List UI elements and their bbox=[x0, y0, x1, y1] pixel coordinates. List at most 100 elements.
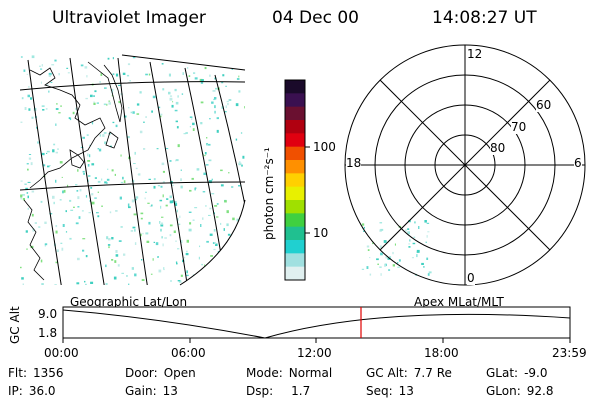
x-tick-0600: 06:00 bbox=[171, 346, 206, 360]
speckle bbox=[106, 178, 110, 181]
speckle bbox=[174, 201, 177, 203]
speckle bbox=[408, 243, 410, 245]
speckle bbox=[242, 155, 245, 159]
speckle bbox=[215, 87, 218, 90]
speckle bbox=[136, 113, 140, 115]
speckle bbox=[239, 161, 241, 164]
speckle bbox=[385, 256, 388, 259]
speckle bbox=[94, 90, 97, 93]
speckle bbox=[128, 283, 130, 285]
speckle bbox=[409, 239, 411, 242]
speckle bbox=[206, 144, 209, 146]
speckle bbox=[205, 164, 209, 166]
speckle bbox=[148, 178, 151, 180]
speckle bbox=[214, 205, 218, 207]
speckle bbox=[174, 109, 178, 112]
colorbar-band bbox=[285, 213, 305, 228]
speckle bbox=[183, 133, 187, 135]
speckle bbox=[407, 231, 410, 235]
speckle bbox=[32, 228, 35, 232]
speckle bbox=[211, 178, 213, 181]
speckle bbox=[134, 151, 136, 155]
speckle bbox=[423, 266, 425, 268]
speckle bbox=[238, 75, 240, 78]
speckle bbox=[85, 195, 88, 198]
speckle bbox=[174, 203, 178, 206]
y-tick-9: 9.0 bbox=[38, 307, 58, 321]
speckle bbox=[369, 257, 371, 259]
speckle bbox=[238, 90, 241, 93]
speckle bbox=[77, 257, 80, 261]
speckle bbox=[211, 193, 215, 195]
speckle bbox=[145, 232, 149, 235]
speckle bbox=[161, 63, 164, 65]
speckle bbox=[31, 213, 34, 217]
x-tick-1800: 18:00 bbox=[424, 346, 459, 360]
speckle bbox=[144, 197, 146, 200]
speckle bbox=[115, 124, 118, 128]
speckle bbox=[107, 168, 109, 170]
speckle bbox=[87, 164, 90, 167]
speckle bbox=[75, 184, 78, 186]
speckle bbox=[70, 209, 74, 211]
speckle bbox=[426, 235, 428, 238]
speckle bbox=[186, 239, 189, 243]
speckle bbox=[78, 216, 81, 219]
speckle bbox=[160, 228, 162, 232]
speckle bbox=[168, 91, 171, 95]
lat-label-60: 60 bbox=[536, 98, 552, 112]
speckle bbox=[45, 84, 49, 86]
speckle bbox=[209, 233, 213, 236]
speckle bbox=[221, 106, 224, 109]
speckle bbox=[122, 72, 126, 75]
speckle bbox=[82, 136, 85, 139]
speckle bbox=[22, 198, 25, 201]
speckle bbox=[42, 109, 45, 111]
speckle bbox=[55, 230, 58, 234]
speckle bbox=[208, 159, 212, 162]
speckle bbox=[137, 173, 140, 175]
speckle bbox=[213, 248, 216, 251]
speckle bbox=[128, 107, 130, 109]
speckle bbox=[54, 59, 57, 62]
speckle bbox=[139, 91, 142, 94]
speckle bbox=[187, 67, 189, 69]
speckle bbox=[175, 120, 178, 123]
colorbar-band bbox=[285, 186, 305, 201]
speckle bbox=[407, 228, 410, 230]
speckle bbox=[97, 180, 101, 183]
speckle bbox=[85, 283, 87, 285]
speckle bbox=[135, 167, 138, 170]
speckle bbox=[47, 165, 50, 168]
speckle bbox=[361, 268, 365, 270]
speckle bbox=[214, 242, 217, 245]
speckle bbox=[112, 73, 115, 75]
speckle bbox=[171, 104, 174, 108]
speckle bbox=[412, 242, 416, 245]
colorbar-band bbox=[285, 133, 305, 148]
speckle bbox=[127, 136, 130, 139]
speckle bbox=[20, 121, 23, 123]
speckle bbox=[213, 98, 216, 101]
speckle bbox=[224, 111, 227, 113]
speckle bbox=[215, 216, 219, 218]
speckle bbox=[72, 111, 75, 115]
speckle bbox=[413, 236, 416, 238]
speckle bbox=[427, 231, 430, 233]
speckle bbox=[130, 230, 134, 232]
speckle bbox=[90, 187, 93, 189]
speckle bbox=[39, 65, 41, 67]
status-mode: Mode: Normal bbox=[246, 366, 333, 380]
speckle bbox=[416, 254, 418, 258]
speckle bbox=[85, 97, 88, 100]
speckle bbox=[97, 191, 99, 193]
speckle bbox=[192, 128, 195, 131]
speckle bbox=[31, 116, 34, 119]
speckle bbox=[198, 256, 200, 260]
colorbar-tick-100: 100 bbox=[313, 140, 336, 154]
speckle bbox=[379, 266, 382, 268]
speckle bbox=[123, 180, 126, 183]
speckle bbox=[118, 84, 121, 86]
speckle bbox=[56, 103, 58, 105]
speckle bbox=[162, 181, 165, 184]
